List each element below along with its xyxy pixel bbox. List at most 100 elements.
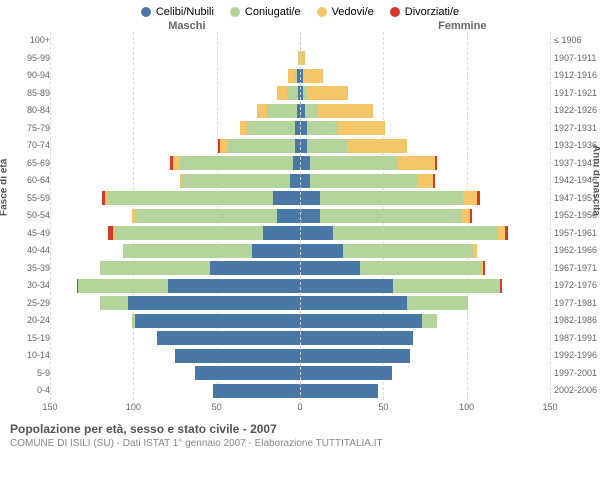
bar-segment <box>462 209 470 223</box>
bar-segment <box>317 104 374 118</box>
birth-year-label: 1962-1966 <box>554 242 598 260</box>
female-row <box>300 207 550 225</box>
age-label: 95-99 <box>6 50 50 68</box>
bar-segment <box>300 174 310 188</box>
bar-segment <box>473 244 476 258</box>
legend: Celibi/NubiliConiugati/eVedovi/eDivorzia… <box>0 0 600 20</box>
chart-title: Popolazione per età, sesso e stato civil… <box>0 414 600 436</box>
male-row <box>50 347 300 365</box>
male-row <box>50 225 300 243</box>
age-label: 15-19 <box>6 330 50 348</box>
birth-year-label: 1907-1911 <box>554 50 598 68</box>
birth-year-label: 1912-1916 <box>554 67 598 85</box>
female-row <box>300 277 550 295</box>
birth-year-label: 1967-1971 <box>554 260 598 278</box>
legend-dot-icon <box>230 7 240 17</box>
birth-year-label: 2002-2006 <box>554 382 598 400</box>
legend-item: Divorziati/e <box>390 6 459 18</box>
bar-segment <box>300 349 410 363</box>
bar-segment <box>300 156 310 170</box>
legend-label: Divorziati/e <box>405 6 459 18</box>
female-row <box>300 382 550 400</box>
male-row <box>50 382 300 400</box>
bar-segment <box>78 279 168 293</box>
bar-segment <box>195 366 300 380</box>
age-label: 65-69 <box>6 155 50 173</box>
male-row <box>50 85 300 103</box>
birth-year-label: 1932-1936 <box>554 137 598 155</box>
male-row <box>50 260 300 278</box>
male-row <box>50 295 300 313</box>
bar-segment <box>277 86 287 100</box>
bar-segment <box>228 139 295 153</box>
male-row <box>50 207 300 225</box>
birth-year-label: 1957-1961 <box>554 225 598 243</box>
male-row <box>50 242 300 260</box>
legend-item: Vedovi/e <box>317 6 374 18</box>
bar-segment <box>477 191 480 205</box>
bar-segment <box>300 296 407 310</box>
bar-segment <box>300 384 378 398</box>
x-tick-label: 150 <box>542 402 557 412</box>
bar-segment <box>398 156 435 170</box>
bar-segment <box>277 209 300 223</box>
x-tick-label: 100 <box>459 402 474 412</box>
female-row <box>300 312 550 330</box>
bar-segment <box>505 226 508 240</box>
bar-segment <box>290 174 300 188</box>
female-row <box>300 347 550 365</box>
grid-line <box>550 32 551 400</box>
age-label: 45-49 <box>6 225 50 243</box>
bar-segment <box>333 226 498 240</box>
bar-segment <box>498 226 505 240</box>
bar-segment <box>293 156 300 170</box>
bar-segment <box>463 191 476 205</box>
bar-segment <box>267 104 297 118</box>
age-label: 10-14 <box>6 347 50 365</box>
age-group-labels: 100+95-9990-9485-8980-8475-7970-7465-696… <box>6 32 50 400</box>
bar-segment <box>307 139 347 153</box>
bar-segment <box>210 261 300 275</box>
bar-segment <box>115 226 263 240</box>
male-row <box>50 365 300 383</box>
age-label: 25-29 <box>6 295 50 313</box>
birth-year-label: 1987-1991 <box>554 330 598 348</box>
bar-segment <box>247 121 295 135</box>
bar-segment <box>252 244 300 258</box>
female-row <box>300 120 550 138</box>
bar-segment <box>300 279 393 293</box>
bar-segment <box>220 139 228 153</box>
bar-segment <box>300 191 320 205</box>
bar-segment <box>310 156 398 170</box>
x-axis: 15010050050100150 <box>0 400 600 414</box>
bar-segment <box>257 104 267 118</box>
birth-year-label: 1917-1921 <box>554 85 598 103</box>
bar-segment <box>300 314 422 328</box>
male-row <box>50 67 300 85</box>
female-row <box>300 50 550 68</box>
male-half <box>50 32 300 400</box>
birth-year-labels: ≤ 19061907-19111912-19161917-19211922-19… <box>554 32 598 400</box>
bar-segment <box>263 226 300 240</box>
age-label: 30-34 <box>6 277 50 295</box>
female-row <box>300 172 550 190</box>
age-label: 90-94 <box>6 67 50 85</box>
bar-segment <box>422 314 437 328</box>
bar-segment <box>108 191 273 205</box>
chart-subtitle: COMUNE DI ISILI (SU) - Dati ISTAT 1° gen… <box>0 436 600 449</box>
male-row <box>50 172 300 190</box>
birth-year-label: 1937-1941 <box>554 155 598 173</box>
bar-segment <box>360 261 482 275</box>
bar-segment <box>347 139 407 153</box>
birth-year-label: 1972-1976 <box>554 277 598 295</box>
male-row <box>50 137 300 155</box>
bar-segment <box>307 86 349 100</box>
birth-year-label: ≤ 1906 <box>554 32 598 50</box>
bar-segment <box>300 244 343 258</box>
pyramid-chart: Fasce di età Anni di nascita 100+95-9990… <box>0 32 600 400</box>
male-row <box>50 330 300 348</box>
age-label: 70-74 <box>6 137 50 155</box>
female-row <box>300 137 550 155</box>
x-tick-label: 50 <box>212 402 222 412</box>
bar-segment <box>343 244 473 258</box>
